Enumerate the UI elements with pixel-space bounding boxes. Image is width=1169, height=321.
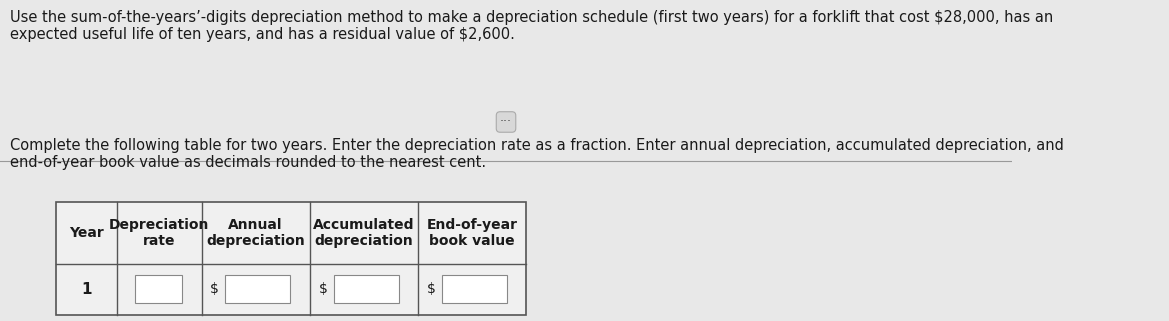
FancyBboxPatch shape	[56, 202, 526, 315]
FancyBboxPatch shape	[442, 275, 507, 303]
Text: ···: ···	[500, 116, 512, 128]
Text: Year: Year	[69, 226, 104, 240]
Text: 1: 1	[81, 282, 91, 297]
FancyBboxPatch shape	[226, 275, 290, 303]
FancyBboxPatch shape	[136, 275, 182, 303]
Text: Use the sum-of-the-years’-digits depreciation method to make a depreciation sche: Use the sum-of-the-years’-digits depreci…	[11, 10, 1053, 42]
Text: $: $	[318, 282, 327, 296]
Text: $: $	[427, 282, 436, 296]
Text: Complete the following table for two years. Enter the depreciation rate as a fra: Complete the following table for two yea…	[11, 138, 1064, 170]
Text: $: $	[210, 282, 219, 296]
FancyBboxPatch shape	[333, 275, 399, 303]
Text: Depreciation
rate: Depreciation rate	[109, 218, 209, 248]
Text: Annual
depreciation: Annual depreciation	[206, 218, 305, 248]
Text: End-of-year
book value: End-of-year book value	[427, 218, 518, 248]
Text: Accumulated
depreciation: Accumulated depreciation	[313, 218, 415, 248]
